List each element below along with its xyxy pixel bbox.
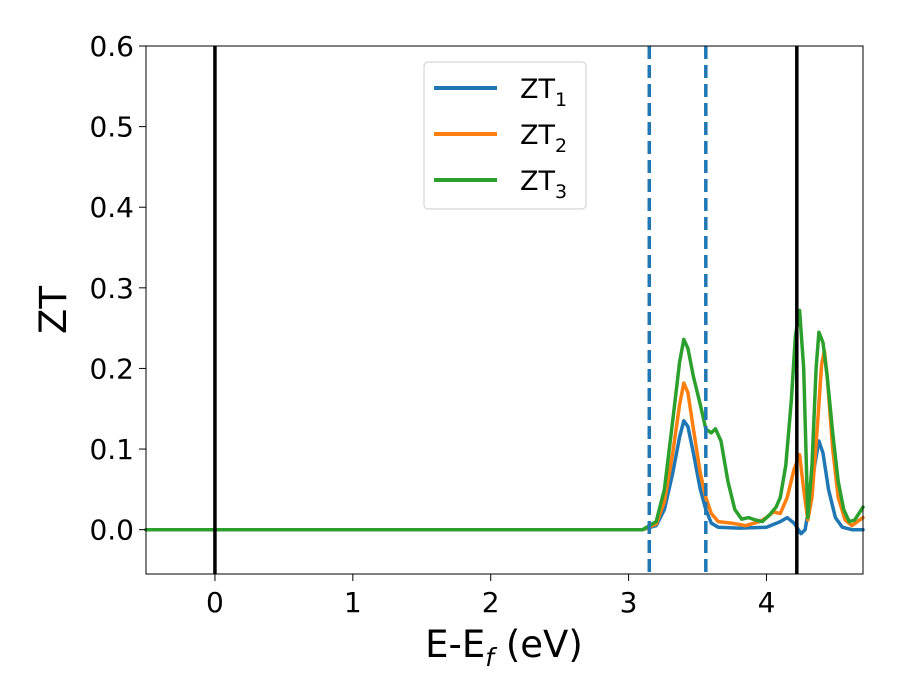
y-axis-ticks: 0.0 0.1 0.2 0.3 0.4 0.5 0.6 xyxy=(89,30,146,547)
x-axis-label-unit: (eV) xyxy=(494,623,583,666)
x-tick-label: 2 xyxy=(482,586,500,619)
x-tick-label: 0 xyxy=(206,586,224,619)
x-tick-label: 1 xyxy=(344,586,362,619)
y-tick-label: 0.5 xyxy=(89,111,134,144)
legend: ZT1 ZT2 ZT3 xyxy=(423,61,587,210)
y-tick-label: 0.1 xyxy=(89,433,134,466)
y-tick-label: 0.4 xyxy=(89,191,134,224)
legend-box xyxy=(423,61,587,210)
series-line-zt1 xyxy=(144,419,865,536)
y-tick-label: 0.6 xyxy=(89,30,134,63)
plot-frame xyxy=(145,45,864,575)
legend-label-zt2: ZT2 xyxy=(520,120,567,157)
plot-area xyxy=(144,46,865,574)
x-axis-ticks: 0 1 2 3 4 xyxy=(206,574,775,619)
x-tick-label: 3 xyxy=(620,586,638,619)
series-line-zt3 xyxy=(144,308,865,532)
y-axis-label: ZT xyxy=(32,286,75,334)
y-tick-label: 0.2 xyxy=(89,352,134,385)
y-tick-label: 0.3 xyxy=(89,272,134,305)
x-tick-label: 4 xyxy=(758,586,776,619)
x-axis-label: E-Ef (eV) xyxy=(425,623,583,672)
legend-label-zt3: ZT3 xyxy=(520,166,567,203)
legend-label-zt1: ZT1 xyxy=(520,74,567,111)
x-axis-label-main: E-E xyxy=(425,623,485,666)
y-tick-label: 0.0 xyxy=(89,514,134,547)
